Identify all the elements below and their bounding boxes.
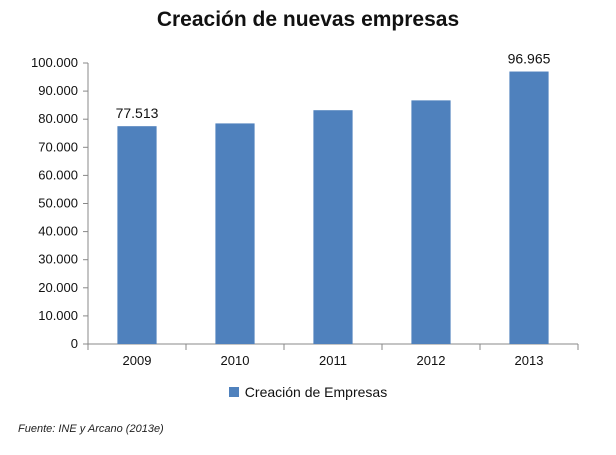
- bars: [117, 71, 549, 344]
- y-axis: 0 10.000 20.000 30.000 40.000 50.000 60.000 70.…: [31, 55, 89, 351]
- legend-swatch: [228, 387, 239, 397]
- bar-2012: [411, 100, 451, 344]
- legend: Creación de Empresas: [0, 384, 616, 400]
- chart-title: Creación de nuevas empresas: [156, 8, 460, 31]
- y-tick-label: 50.000: [38, 196, 78, 211]
- y-tick-label: 60.000: [38, 167, 78, 182]
- bar-2011: [313, 110, 353, 344]
- y-tick-label: 70.000: [38, 139, 78, 154]
- x-tick-label: 2009: [123, 353, 152, 368]
- source-note: Fuente: INE y Arcano (2013e): [18, 423, 164, 435]
- bar-2013: [509, 71, 549, 344]
- data-label-2013: 96.965: [508, 51, 551, 67]
- data-labels: 77.513 96.965: [116, 51, 551, 122]
- y-tick-label: 40.000: [38, 224, 78, 239]
- x-tick-label: 2012: [417, 353, 446, 368]
- y-tick-label: 0: [71, 336, 78, 351]
- y-tick-label: 90.000: [38, 83, 78, 98]
- y-tick-label: 100.000: [31, 55, 78, 70]
- y-tick-label: 10.000: [38, 308, 78, 323]
- y-tick-label: 80.000: [38, 111, 78, 126]
- bar-2009: [117, 126, 157, 344]
- y-tick-label: 20.000: [38, 280, 78, 295]
- y-tick-label: 30.000: [38, 252, 78, 267]
- bar-2010: [215, 123, 255, 344]
- x-axis: 2009 2010 2011 2012 2013: [87, 343, 579, 368]
- x-tick-label: 2013: [515, 353, 544, 368]
- x-tick-label: 2010: [221, 353, 250, 368]
- data-label-2009: 77.513: [116, 105, 159, 121]
- x-tick-label: 2011: [319, 353, 347, 368]
- legend-label: Creación de Empresas: [244, 384, 388, 400]
